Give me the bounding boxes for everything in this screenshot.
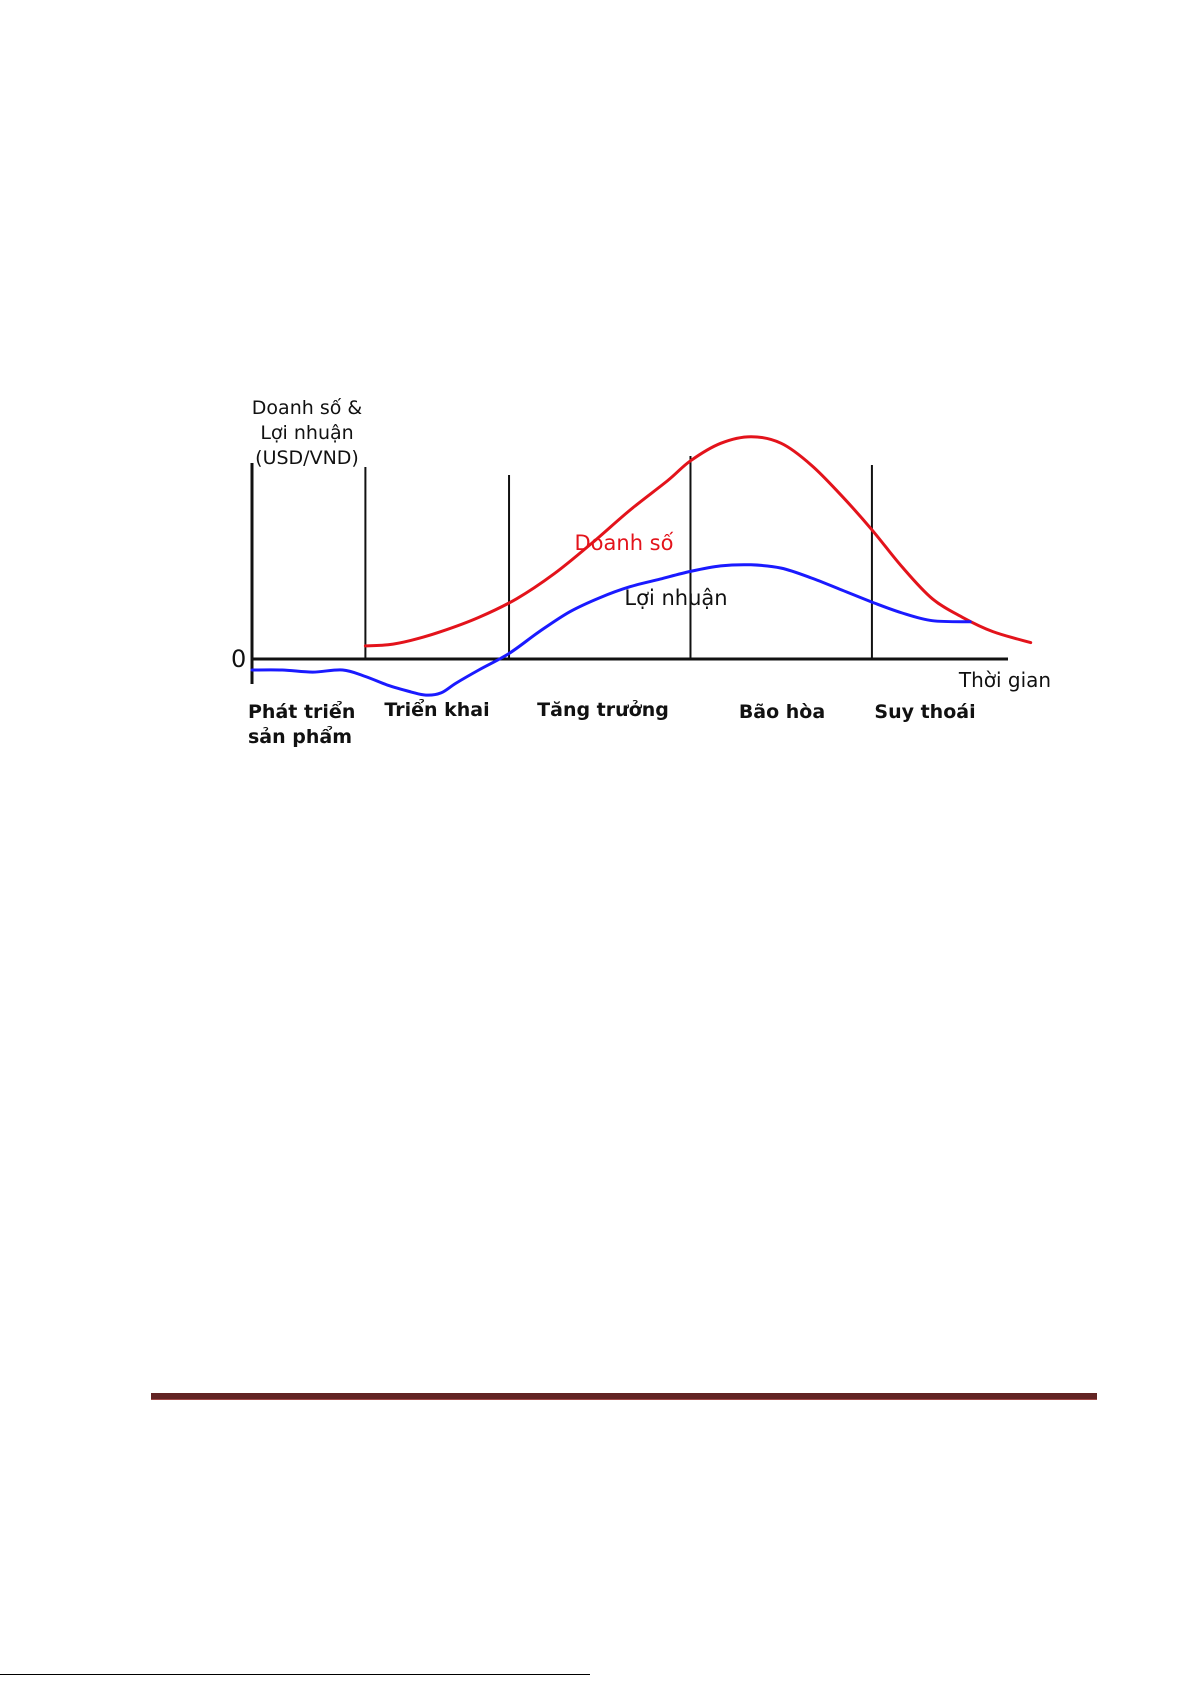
phase-label-development-line-1: Phát triển [248,700,355,723]
x-axis-label: Thời gian [958,668,1051,692]
phase-label-introduction: Triển khai [384,698,489,721]
y-zero-tick-label: 0 [231,645,246,673]
y-axis-label-line-3: (USD/VND) [255,447,359,469]
phase-label-maturity: Bão hòa [739,701,825,723]
sales-curve [363,435,1033,648]
y-axis-label-line-2: Lợi nhuận [260,422,353,444]
y-axis-label-line-1: Doanh số & [252,397,363,419]
profit-curve [250,563,972,697]
footnote-separator [0,1674,590,1675]
footer-divider [151,1393,1097,1400]
series-label-profit: Lợi nhuận [624,586,727,610]
phase-label-development-line-2: sản phẩm [248,725,352,748]
phase-label-decline: Suy thoái [874,701,975,723]
series-label-sales: Doanh số [575,531,674,555]
phase-label-growth: Tăng trưởng [537,699,669,721]
